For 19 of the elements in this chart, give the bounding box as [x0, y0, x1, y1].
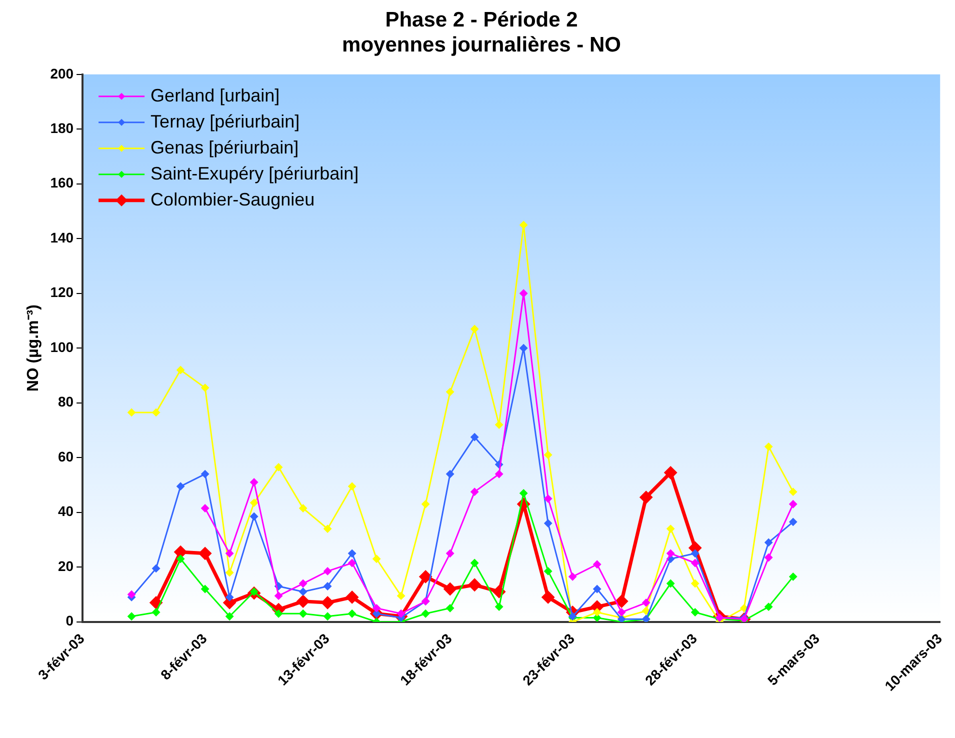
legend-label: Saint-Exupéry [périurbain]	[150, 163, 359, 184]
text: moyennes journalières - NO	[342, 34, 621, 57]
legend-label: Genas [périurbain]	[150, 137, 299, 158]
legend-label: Colombier-Saugnieu	[150, 189, 315, 210]
y-tick-label: 40	[58, 503, 74, 520]
legend-label: Ternay [périurbain]	[150, 111, 300, 132]
y-axis-title: NO (µg.m⁻³)	[25, 304, 42, 392]
y-tick-label: 80	[58, 394, 74, 410]
y-tick-label: 100	[50, 338, 74, 355]
text: Phase 2 - Période 2	[385, 8, 578, 32]
y-tick-label: 120	[50, 284, 74, 300]
y-tick-label: 200	[50, 65, 74, 82]
y-tick-label: 0	[66, 612, 74, 629]
y-tick-label: 140	[50, 229, 74, 246]
y-tick-label: 160	[50, 174, 74, 191]
y-tick-label: 20	[58, 558, 74, 574]
y-tick-label: 60	[58, 448, 74, 464]
y-tick-label: 180	[50, 120, 74, 136]
legend-label: Gerland [urbain]	[150, 85, 280, 106]
